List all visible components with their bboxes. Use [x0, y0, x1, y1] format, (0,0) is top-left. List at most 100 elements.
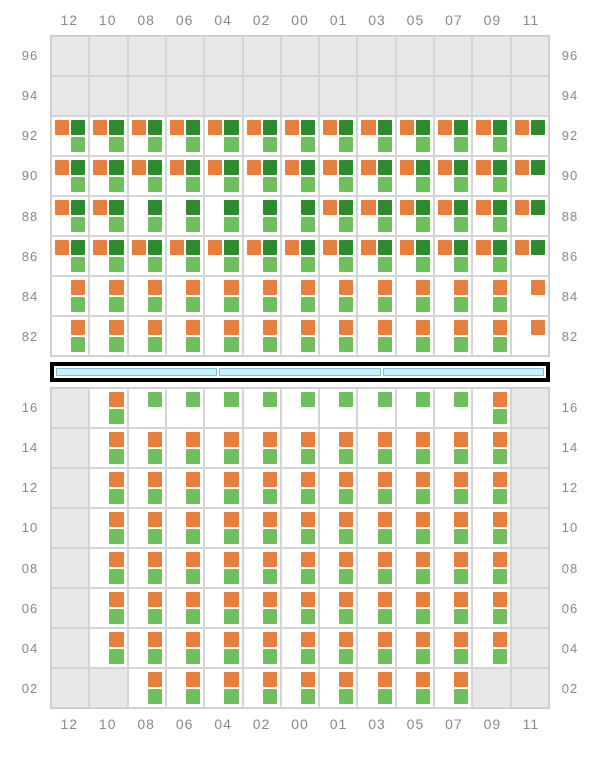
rack-cell[interactable] [357, 196, 395, 236]
rack-cell[interactable] [434, 628, 472, 668]
rack-cell[interactable] [396, 668, 434, 708]
rack-cell[interactable] [128, 548, 166, 588]
rack-cell[interactable] [472, 156, 510, 196]
rack-cell[interactable] [128, 156, 166, 196]
rack-cell[interactable] [357, 388, 395, 428]
rack-cell[interactable] [434, 668, 472, 708]
rack-cell[interactable] [281, 316, 319, 356]
rack-cell[interactable] [128, 236, 166, 276]
rack-cell[interactable] [357, 548, 395, 588]
rack-cell[interactable] [396, 388, 434, 428]
rack-cell[interactable] [281, 116, 319, 156]
rack-cell[interactable] [128, 196, 166, 236]
rack-cell[interactable] [472, 588, 510, 628]
rack-cell[interactable] [281, 548, 319, 588]
rack-cell[interactable] [166, 196, 204, 236]
rack-cell[interactable] [243, 196, 281, 236]
rack-cell[interactable] [243, 508, 281, 548]
rack-cell[interactable] [243, 428, 281, 468]
rack-cell[interactable] [357, 156, 395, 196]
rack-cell[interactable] [89, 156, 127, 196]
rack-cell[interactable] [319, 156, 357, 196]
rack-cell[interactable] [396, 156, 434, 196]
rack-cell[interactable] [319, 196, 357, 236]
rack-cell[interactable] [204, 116, 242, 156]
rack-cell[interactable] [204, 628, 242, 668]
rack-cell[interactable] [204, 388, 242, 428]
rack-cell[interactable] [319, 508, 357, 548]
rack-cell[interactable] [243, 156, 281, 196]
rack-cell[interactable] [204, 668, 242, 708]
rack-cell[interactable] [434, 468, 472, 508]
rack-cell[interactable] [319, 628, 357, 668]
rack-cell[interactable] [89, 548, 127, 588]
rack-cell[interactable] [166, 628, 204, 668]
rack-cell[interactable] [204, 548, 242, 588]
rack-cell[interactable] [204, 468, 242, 508]
rack-cell[interactable] [166, 508, 204, 548]
rack-cell[interactable] [204, 276, 242, 316]
rack-cell[interactable] [319, 236, 357, 276]
rack-cell[interactable] [396, 628, 434, 668]
rack-cell[interactable] [51, 316, 89, 356]
rack-cell[interactable] [166, 156, 204, 196]
rack-cell[interactable] [89, 508, 127, 548]
rack-cell[interactable] [357, 428, 395, 468]
rack-cell[interactable] [396, 316, 434, 356]
rack-cell[interactable] [357, 468, 395, 508]
rack-cell[interactable] [51, 116, 89, 156]
rack-cell[interactable] [128, 276, 166, 316]
rack-cell[interactable] [281, 588, 319, 628]
rack-cell[interactable] [434, 116, 472, 156]
rack-cell[interactable] [281, 276, 319, 316]
rack-cell[interactable] [511, 116, 549, 156]
rack-cell[interactable] [396, 236, 434, 276]
rack-cell[interactable] [281, 668, 319, 708]
rack-cell[interactable] [396, 116, 434, 156]
rack-cell[interactable] [204, 236, 242, 276]
rack-cell[interactable] [89, 468, 127, 508]
rack-cell[interactable] [511, 196, 549, 236]
rack-cell[interactable] [472, 628, 510, 668]
rack-cell[interactable] [89, 116, 127, 156]
rack-cell[interactable] [51, 276, 89, 316]
rack-cell[interactable] [281, 156, 319, 196]
rack-cell[interactable] [319, 116, 357, 156]
rack-cell[interactable] [396, 588, 434, 628]
rack-cell[interactable] [319, 668, 357, 708]
rack-cell[interactable] [319, 316, 357, 356]
rack-cell[interactable] [243, 388, 281, 428]
rack-cell[interactable] [128, 316, 166, 356]
rack-cell[interactable] [128, 668, 166, 708]
rack-cell[interactable] [472, 548, 510, 588]
rack-cell[interactable] [166, 588, 204, 628]
rack-cell[interactable] [396, 428, 434, 468]
rack-cell[interactable] [281, 508, 319, 548]
rack-cell[interactable] [357, 236, 395, 276]
rack-cell[interactable] [89, 628, 127, 668]
rack-cell[interactable] [204, 156, 242, 196]
rack-cell[interactable] [357, 276, 395, 316]
rack-cell[interactable] [396, 276, 434, 316]
rack-cell[interactable] [204, 316, 242, 356]
rack-cell[interactable] [89, 316, 127, 356]
rack-cell[interactable] [319, 588, 357, 628]
rack-cell[interactable] [357, 508, 395, 548]
rack-cell[interactable] [243, 276, 281, 316]
rack-cell[interactable] [89, 196, 127, 236]
rack-cell[interactable] [396, 468, 434, 508]
rack-cell[interactable] [89, 588, 127, 628]
rack-cell[interactable] [166, 388, 204, 428]
rack-cell[interactable] [166, 668, 204, 708]
rack-cell[interactable] [89, 428, 127, 468]
rack-cell[interactable] [434, 316, 472, 356]
rack-cell[interactable] [434, 508, 472, 548]
rack-cell[interactable] [243, 316, 281, 356]
rack-cell[interactable] [243, 628, 281, 668]
rack-cell[interactable] [128, 388, 166, 428]
rack-cell[interactable] [511, 316, 549, 356]
rack-cell[interactable] [511, 276, 549, 316]
rack-cell[interactable] [319, 388, 357, 428]
rack-cell[interactable] [89, 388, 127, 428]
rack-cell[interactable] [319, 428, 357, 468]
